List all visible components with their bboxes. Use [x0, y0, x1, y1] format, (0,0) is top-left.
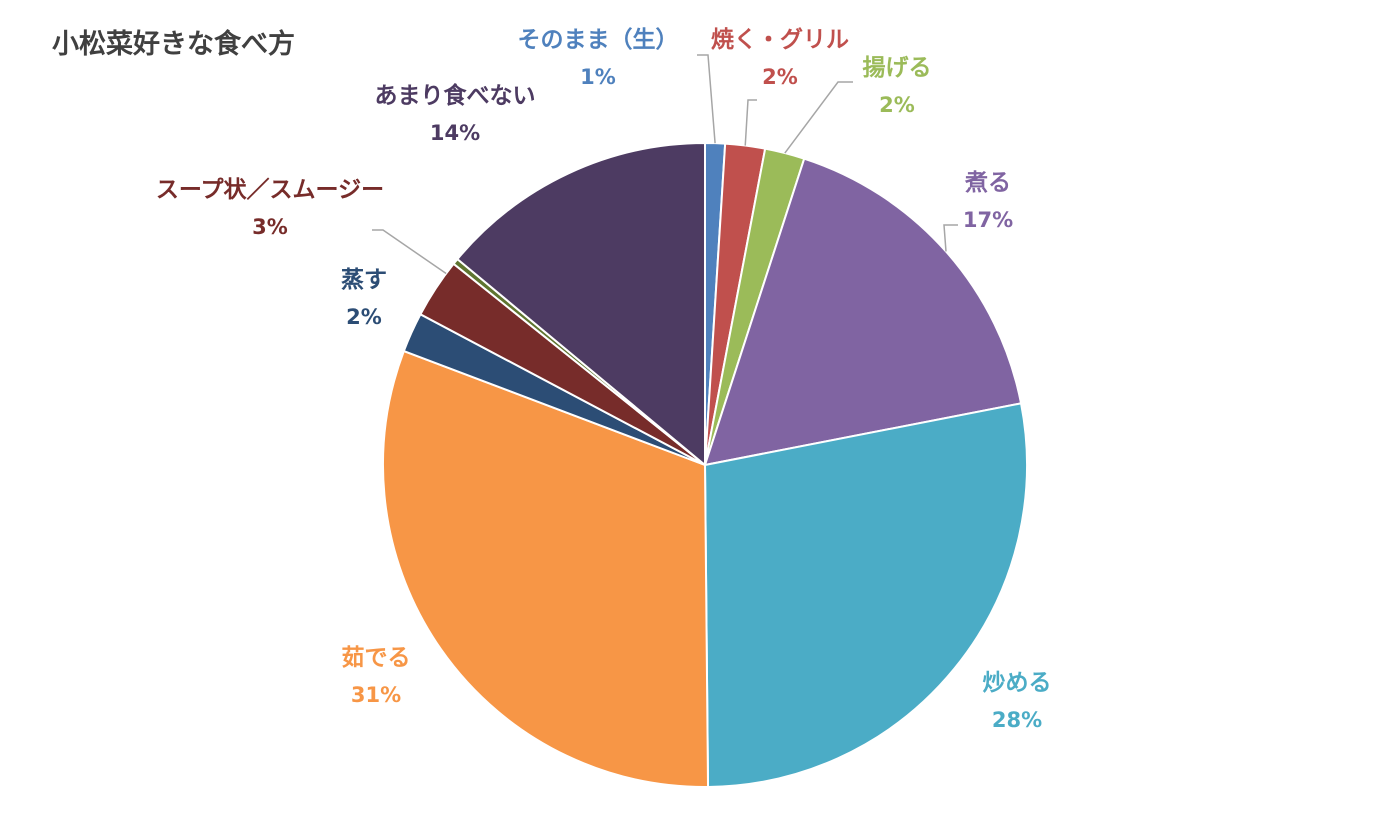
slice-label-value: 2% — [346, 305, 382, 329]
leader-line — [744, 99, 757, 146]
slice-label-value: 31% — [351, 683, 401, 707]
data-labels: そのまま（生） 1% 焼く・グリル 2% 揚げる 2% 煮る 17% 炒める 28% 茹でる 31% 蒸… — [156, 26, 1052, 732]
slice-label-value: 2% — [762, 65, 798, 89]
leader-line — [943, 224, 958, 252]
slice-label-name: 煮る — [964, 170, 1011, 196]
pie-slice — [703, 402, 1028, 788]
slice-label-name: 揚げる — [863, 54, 932, 81]
pie-slice — [456, 141, 706, 468]
slice-label-value: 2% — [879, 93, 915, 117]
pie-slice — [703, 157, 1023, 467]
leader-line — [784, 81, 853, 154]
slice-label-value: 3% — [252, 215, 288, 239]
slice-label-name: あまり食べない — [375, 82, 536, 109]
pie-slices — [382, 141, 1028, 788]
slice-label-name: 焼く・グリル — [711, 26, 849, 53]
slice-label-name: 炒める — [983, 670, 1052, 696]
chart-title: 小松菜好きな食べ方 — [52, 29, 295, 60]
leader-line — [372, 229, 447, 275]
slice-label-value: 28% — [992, 708, 1042, 732]
slice-label-value: 1% — [580, 65, 616, 89]
pie-slice — [382, 349, 710, 788]
slice-label-value: 14% — [430, 121, 480, 145]
leader-lines — [372, 54, 958, 275]
slice-label-name: 蒸す — [341, 267, 387, 293]
slice-label-name: 茹でる — [342, 644, 411, 671]
slice-label-name: そのまま（生） — [518, 26, 679, 53]
leader-line — [697, 54, 716, 144]
slice-label-value: 17% — [963, 208, 1013, 232]
slice-label-name: スープ状／スムージー — [156, 176, 384, 203]
